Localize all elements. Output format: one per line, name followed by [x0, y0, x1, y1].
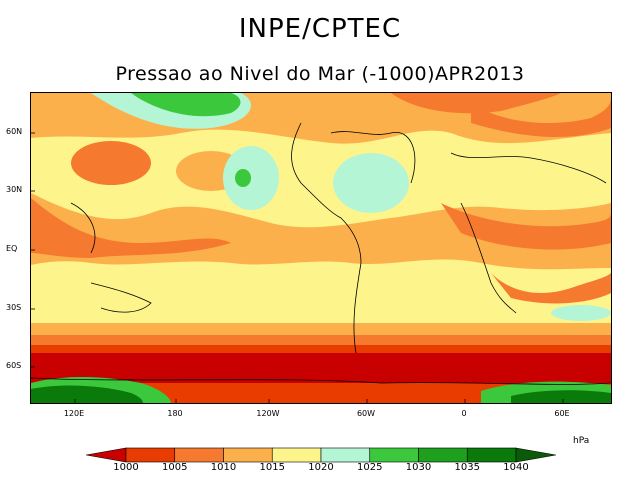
lat-label-30s: 30S: [6, 303, 22, 312]
lon-label-60e: 60E: [554, 409, 570, 418]
lat-label-eq: EQ: [6, 244, 18, 253]
colorbar-level-label: 1020: [308, 462, 334, 473]
colorbar-level-label: 1005: [162, 462, 188, 473]
colorbar-unit: hPa: [573, 436, 590, 446]
lon-label-120e: 120E: [63, 409, 85, 418]
colorbar-bin: [418, 447, 468, 463]
lon-label-60w: 60W: [356, 409, 376, 418]
lat-label-60s: 60S: [6, 361, 22, 370]
pressure-map: [30, 92, 612, 404]
pressure-field: [31, 93, 611, 403]
lat-label-30n: 30N: [6, 185, 23, 194]
map-title: INPE/CPTEC: [238, 14, 402, 44]
colorbar-arrow-high: [515, 447, 556, 463]
colorbar: [86, 447, 556, 463]
colorbar-bin: [369, 447, 419, 463]
colorbar-level-label: 1025: [357, 462, 383, 473]
colorbar-level-label: 1010: [210, 462, 237, 473]
colorbar-level-label: 1000: [113, 462, 139, 473]
colorbar-level-label: 1030: [405, 462, 432, 473]
colorbar-arrow-low: [86, 447, 127, 463]
colorbar-level-label: 1035: [454, 462, 480, 473]
colorbar-bin: [271, 447, 322, 463]
colorbar-bin: [466, 447, 517, 463]
colorbar-bin: [223, 447, 273, 463]
lat-label-60n: 60N: [6, 127, 23, 136]
colorbar-bin: [125, 447, 176, 463]
lon-label-180: 180: [167, 409, 183, 418]
colorbar-level-label: 1015: [259, 462, 285, 473]
colorbar-bin: [174, 447, 224, 463]
colorbar-level-label: 1040: [503, 462, 529, 473]
colorbar-bin: [320, 447, 371, 463]
lon-label-0: 0: [461, 409, 467, 418]
map-subtitle: Pressao ao Nivel do Mar (-1000)APR2013: [115, 63, 525, 85]
lon-label-120w: 120W: [256, 409, 280, 418]
